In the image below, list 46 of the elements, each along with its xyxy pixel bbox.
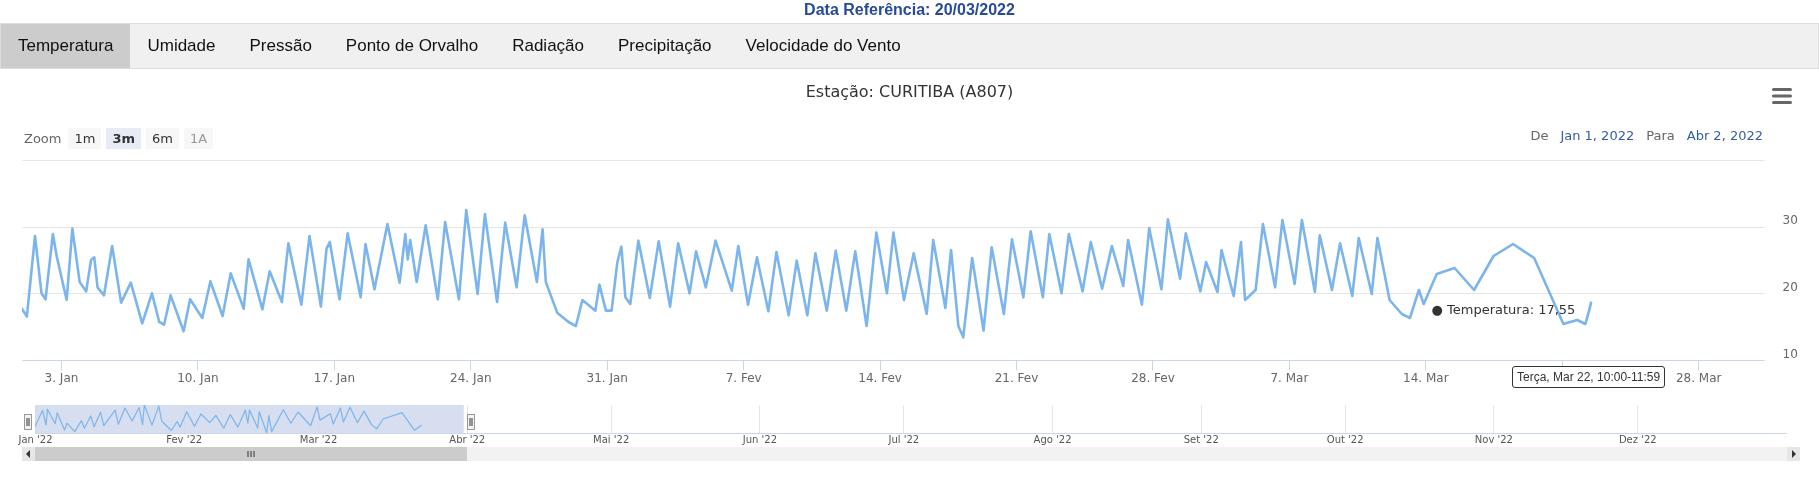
text: Umidade [146, 35, 217, 57]
x-tick-label: Jul '22 [887, 433, 920, 445]
x-tick-label: Set '22 [1183, 433, 1219, 445]
y-tick-label: 20 [1782, 279, 1798, 294]
x-tick-label: 24. Jan [450, 370, 492, 385]
text: De [1530, 128, 1549, 143]
text: Temperatura [1, 24, 131, 68]
x-tick-label: Mai '22 [593, 433, 630, 445]
text: 1m [68, 128, 102, 149]
text: Zoom [23, 130, 63, 148]
x-tick-label: Fev '22 [166, 433, 203, 445]
x-tick-label: Jun '22 [741, 433, 778, 445]
x-tick-label: 28. Fev [1131, 370, 1175, 385]
x-tick-label: Jan '22 [17, 433, 53, 445]
x-tick-label: 3. Jan [44, 370, 79, 385]
text: 3m [106, 128, 142, 149]
text: Para [1646, 128, 1675, 143]
x-tick-label: Out '22 [1326, 433, 1364, 445]
x-tick-label: Abr '22 [449, 433, 486, 445]
text: Abr 2, 2022 [1686, 128, 1763, 143]
x-tick-label: 14. Mar [1403, 370, 1449, 385]
text: Velocidade do Vento [744, 35, 902, 57]
y-tick-label: 30 [1782, 213, 1798, 228]
x-tick-label: Nov '22 [1474, 433, 1513, 445]
text: Radiação [511, 35, 585, 57]
text: Data Referência: 20/03/2022 [803, 1, 1016, 19]
text: Precipitação [617, 35, 713, 57]
x-tick-label: 21. Fev [994, 370, 1039, 385]
y-tick-label: 10 [1782, 346, 1798, 361]
x-tick-label: Ago '22 [1033, 433, 1072, 445]
x-tick-label: Dez '22 [1618, 433, 1657, 445]
x-tick-label: 28. Mar [1675, 370, 1722, 385]
x-tick-label: 7. Mar [1270, 370, 1309, 385]
x-tick-label: 10. Jan [177, 370, 219, 385]
chart-title: Estação: CURITIBA (A807) [804, 82, 1015, 101]
text: 1A [183, 128, 214, 149]
x-tick-label: 17. Jan [313, 370, 356, 385]
text: Terça, Mar 22, 10:00-11:59 [1512, 366, 1666, 388]
text: Jan 1, 2022 [1560, 128, 1635, 143]
x-tick-label: 14. Fev [858, 370, 902, 385]
text: 6m [146, 128, 179, 149]
x-tick-label: Mar '22 [299, 433, 338, 445]
x-tick-label: 7. Fev [725, 370, 762, 385]
x-tick-label: 31. Jan [586, 370, 628, 385]
text: Ponto de Orvalho [344, 35, 480, 57]
text: Pressão [248, 35, 313, 57]
